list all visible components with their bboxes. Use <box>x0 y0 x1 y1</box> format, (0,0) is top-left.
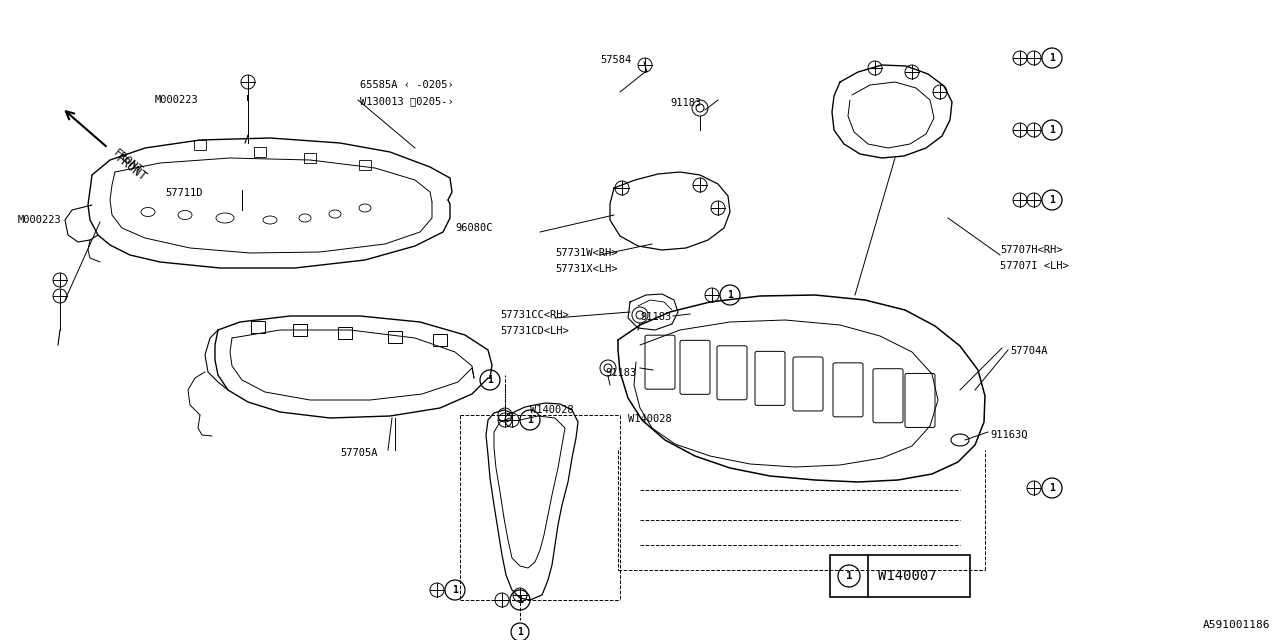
Bar <box>293 324 307 336</box>
Text: W130013 ‸0205-›: W130013 ‸0205-› <box>360 96 453 106</box>
Text: FRONT: FRONT <box>113 148 145 177</box>
Text: 57584: 57584 <box>600 55 631 65</box>
Text: W140028: W140028 <box>530 405 573 415</box>
Text: 57731W<RH>: 57731W<RH> <box>556 248 617 258</box>
Text: W140028: W140028 <box>628 414 672 424</box>
Text: 1: 1 <box>1050 125 1055 135</box>
Text: 91183: 91183 <box>640 312 671 322</box>
Text: 57707H<RH>: 57707H<RH> <box>1000 245 1062 255</box>
Text: 57704A: 57704A <box>1010 346 1047 356</box>
Bar <box>253 147 266 157</box>
Text: A591001186: A591001186 <box>1202 620 1270 630</box>
Bar <box>358 159 371 170</box>
Text: 91163Q: 91163Q <box>989 430 1028 440</box>
Bar <box>433 334 447 346</box>
Text: 1: 1 <box>488 375 493 385</box>
Text: 57731CD<LH>: 57731CD<LH> <box>500 326 568 336</box>
Text: 1: 1 <box>1050 483 1055 493</box>
Text: 91183: 91183 <box>605 368 636 378</box>
Bar <box>338 327 352 339</box>
Text: 96080C: 96080C <box>454 223 493 233</box>
Bar <box>251 321 265 333</box>
Text: 1: 1 <box>452 585 458 595</box>
Text: 91183: 91183 <box>669 98 701 108</box>
Text: 57731CC<RH>: 57731CC<RH> <box>500 310 568 320</box>
Text: W140007: W140007 <box>878 569 937 583</box>
Bar <box>305 153 316 163</box>
Text: M000223: M000223 <box>155 95 198 105</box>
Text: M000223: M000223 <box>18 215 61 225</box>
Text: 1: 1 <box>517 627 524 637</box>
Text: 1: 1 <box>1050 53 1055 63</box>
Text: 1: 1 <box>1050 195 1055 205</box>
Text: 1: 1 <box>727 290 733 300</box>
Text: 65585A ‹ -0205›: 65585A ‹ -0205› <box>360 80 453 90</box>
Text: 1: 1 <box>517 595 524 605</box>
Text: 1: 1 <box>846 571 852 581</box>
Text: 57711D: 57711D <box>165 188 202 198</box>
Text: 57707I <LH>: 57707I <LH> <box>1000 261 1069 271</box>
Bar <box>195 140 206 150</box>
Text: FRONT: FRONT <box>113 152 148 184</box>
Text: 57705A: 57705A <box>340 448 378 458</box>
Text: 57731X<LH>: 57731X<LH> <box>556 264 617 274</box>
Bar <box>388 331 402 343</box>
Text: 1: 1 <box>527 415 532 425</box>
Bar <box>829 555 970 597</box>
